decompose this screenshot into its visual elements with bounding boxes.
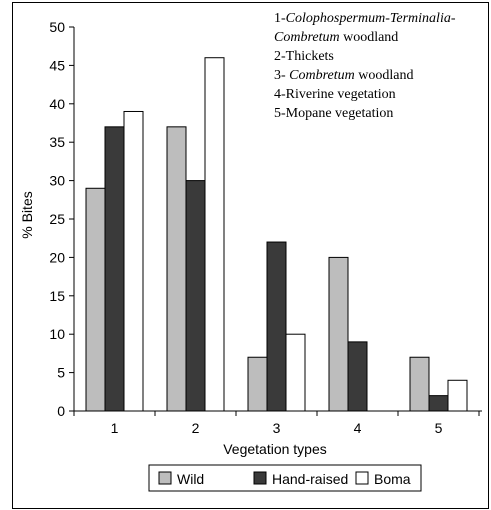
- x-tick-label: 1: [111, 420, 119, 436]
- bar-wild-2: [166, 126, 187, 412]
- legend-box: [148, 464, 422, 492]
- y-tick-label: 45: [49, 57, 65, 73]
- legend-label: Wild: [177, 471, 204, 487]
- key-text: 5-Mopane vegetation: [274, 106, 393, 121]
- bar-boma-1: [123, 110, 144, 412]
- bar-boma-2: [204, 57, 225, 412]
- legend-swatch: [158, 471, 172, 485]
- y-tick-label: 50: [49, 19, 65, 35]
- y-tick-label: 25: [49, 211, 65, 227]
- key-text: 1-: [274, 11, 286, 26]
- key-line: 3- Combretum woodland: [274, 68, 413, 83]
- x-tick-label: 3: [273, 420, 281, 436]
- key-text: woodland: [340, 30, 399, 45]
- bar-boma-5: [447, 379, 468, 412]
- key-text: Combretum: [289, 68, 355, 83]
- key-text: 2-Thickets: [274, 49, 334, 64]
- bars: [85, 57, 468, 412]
- key-text: Combretum: [274, 30, 340, 45]
- key-text: 4-Riverine vegetation: [274, 87, 396, 102]
- bar-hand-raised-2: [185, 180, 206, 412]
- bar-hand-raised-3: [266, 241, 287, 412]
- key-line: 1-Colophospermum-Terminalia-: [274, 11, 456, 26]
- y-tick-label: 30: [49, 173, 65, 189]
- legend-swatch: [355, 471, 369, 485]
- key-text: Colophospermum-Terminalia-: [286, 11, 456, 26]
- y-axis: 0 5 10 15 20 25 30 35 40 45 50: [49, 19, 75, 419]
- bar-hand-raised-1: [104, 126, 125, 412]
- legend: Wild Hand-raised Boma: [148, 464, 422, 492]
- key-line: 2-Thickets: [274, 49, 334, 64]
- bar-hand-raised-4: [347, 341, 368, 412]
- x-axis-title: Vegetation types: [223, 441, 327, 457]
- y-tick-label: 35: [49, 134, 65, 150]
- key-text: woodland: [355, 68, 414, 83]
- y-tick-label: 15: [49, 288, 65, 304]
- x-tick-label: 5: [435, 420, 443, 436]
- key-text: 3-: [274, 68, 289, 83]
- y-axis-title: % Bites: [19, 191, 35, 238]
- vegetation-types-key: 1-Colophospermum-Terminalia- Combretum wo…: [274, 11, 456, 121]
- bar-wild-5: [409, 356, 430, 412]
- y-tick-label: 20: [49, 249, 65, 265]
- y-tick-label: 40: [49, 96, 65, 112]
- key-line: Combretum woodland: [274, 30, 398, 45]
- legend-label: Boma: [374, 471, 411, 487]
- y-tick-label: 10: [49, 326, 65, 342]
- bar-wild-1: [85, 187, 106, 412]
- legend-label: Hand-raised: [272, 471, 348, 487]
- y-tick-label: 5: [57, 365, 65, 381]
- bar-boma-3: [285, 333, 306, 412]
- x-axis: 1 2 3 4 5: [73, 410, 482, 436]
- x-tick-label: 2: [192, 420, 200, 436]
- bar-wild-3: [247, 356, 268, 412]
- legend-swatch: [253, 471, 267, 485]
- y-tick-label: 0: [57, 403, 65, 419]
- key-line: 4-Riverine vegetation: [274, 87, 396, 102]
- bar-hand-raised-5: [428, 395, 449, 412]
- x-tick-label: 4: [354, 420, 362, 436]
- bar-wild-4: [328, 256, 349, 412]
- key-line: 5-Mopane vegetation: [274, 106, 393, 121]
